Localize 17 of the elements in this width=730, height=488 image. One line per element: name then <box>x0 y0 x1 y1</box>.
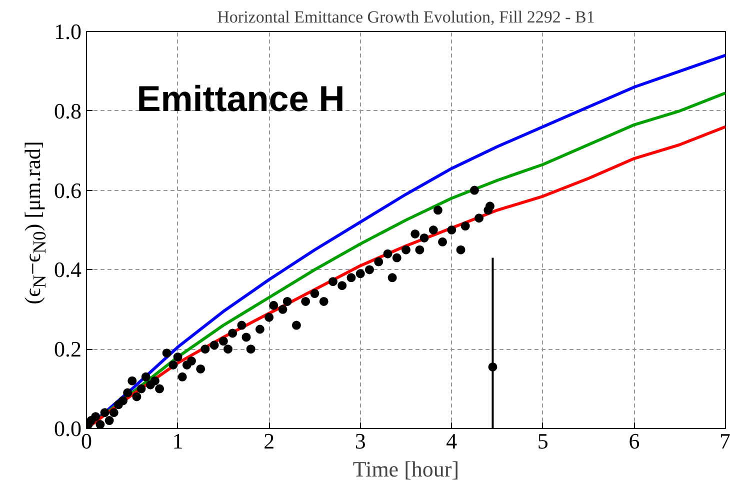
x-tick-label: 5 <box>537 428 548 454</box>
y-tick-label: 0.4 <box>54 257 82 282</box>
x-tick-label: 4 <box>446 428 458 454</box>
y-tick-label: 0.2 <box>54 336 82 362</box>
x-tick-label: 2 <box>264 428 275 454</box>
x-tick-label: 7 <box>720 428 730 454</box>
y-tick-label: 0.0 <box>54 416 82 441</box>
x-tick-label: 6 <box>628 428 640 454</box>
chart-title: Horizontal Emittance Growth Evolution, Fill 2292 - B1 <box>217 8 595 26</box>
x-axis-title: Time [hour] <box>352 456 460 482</box>
x-tick-label: 1 <box>172 428 184 454</box>
y-tick-label: 0.6 <box>54 178 82 203</box>
x-tick-label: 0 <box>81 428 92 454</box>
y-tick-label: 1.0 <box>54 19 82 44</box>
y-tick-label: 0.8 <box>54 98 82 124</box>
annotation: Emittance H <box>136 78 345 119</box>
x-tick-label: 3 <box>354 428 366 454</box>
